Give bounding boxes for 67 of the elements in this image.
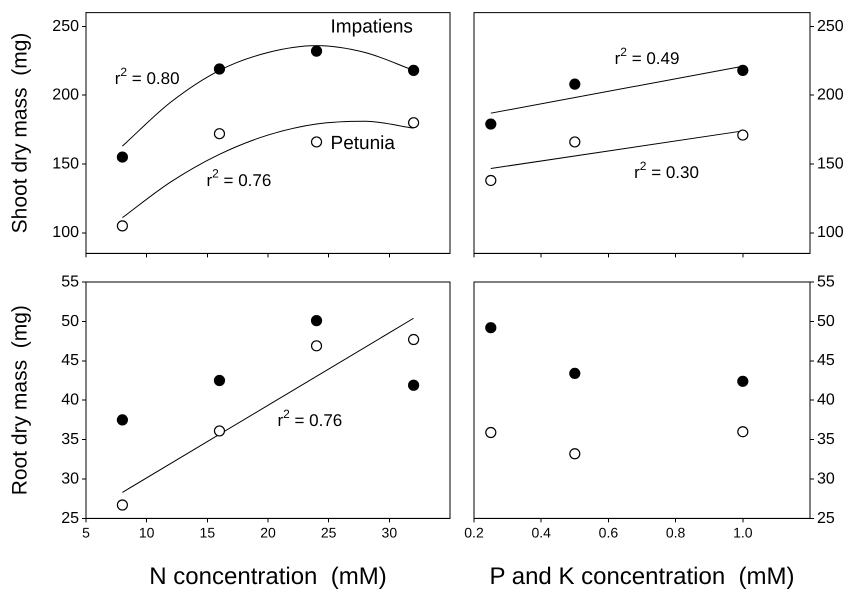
y-axis-title: Shoot dry mass (mg)	[8, 32, 32, 234]
point	[214, 425, 226, 437]
x-tick-label: 5	[82, 524, 90, 541]
y-tick-label: 45	[61, 352, 80, 370]
y-tick-label: 25	[817, 510, 835, 527]
point	[214, 63, 226, 75]
x-tick-label: 15	[200, 524, 216, 541]
point	[408, 380, 420, 391]
y-tick-label: 150	[817, 155, 844, 172]
y-tick-label: 200	[817, 86, 844, 104]
y-tick-label: 50	[817, 312, 835, 330]
x-tick-label: 0.4	[531, 524, 552, 541]
x-tick-label: 30	[382, 524, 398, 541]
y-tick-label: 30	[61, 470, 80, 488]
y-tick-label: 150	[52, 155, 80, 172]
point	[485, 322, 496, 334]
point	[310, 315, 322, 326]
x-tick-label: 0.2	[464, 524, 484, 541]
y-tick-label: 40	[61, 392, 80, 409]
point	[214, 128, 226, 140]
point	[116, 414, 128, 426]
point	[569, 78, 580, 90]
x-axis-title: P and K concentration (mM)	[489, 563, 795, 590]
point	[569, 448, 580, 460]
point	[737, 129, 748, 141]
point	[485, 118, 496, 130]
point	[116, 499, 128, 511]
x-tick-label: 0.6	[598, 524, 618, 541]
point	[214, 374, 226, 386]
x-tick-label: 0.8	[666, 524, 686, 541]
x-tick-label: 10	[138, 524, 155, 541]
x-tick-label: 1.0	[733, 524, 753, 541]
y-tick-label: 30	[817, 470, 835, 488]
y-tick-label: 25	[61, 510, 80, 527]
y-axis-title: Root dry mass (mg)	[8, 305, 32, 496]
point	[737, 376, 748, 387]
y-tick-label: 50	[61, 312, 80, 330]
x-tick-label: 20	[260, 524, 276, 541]
y-tick-label: 40	[817, 392, 835, 409]
point	[569, 136, 580, 148]
y-tick-label: 55	[61, 273, 80, 290]
series-label: Petunia	[330, 133, 396, 154]
point	[116, 220, 128, 232]
point	[485, 426, 496, 438]
point	[310, 340, 322, 352]
point	[737, 426, 748, 438]
point	[116, 151, 128, 163]
x-tick-label: 25	[320, 524, 337, 541]
point	[310, 46, 322, 57]
point	[408, 334, 420, 346]
point	[485, 174, 496, 186]
y-tick-label: 200	[52, 86, 80, 104]
y-tick-label: 55	[817, 273, 835, 290]
y-tick-label: 35	[817, 431, 835, 448]
point	[737, 64, 748, 76]
point	[310, 136, 322, 148]
series-label: Impatiens	[330, 16, 413, 38]
y-tick-label: 100	[817, 224, 844, 242]
y-tick-label: 250	[817, 18, 844, 35]
y-tick-label: 100	[52, 224, 80, 242]
y-tick-label: 250	[52, 18, 80, 35]
point	[408, 117, 420, 128]
point	[569, 368, 580, 380]
y-tick-label: 35	[61, 431, 80, 448]
x-axis-title: N concentration (mM)	[149, 563, 387, 590]
y-tick-label: 45	[817, 352, 835, 370]
point	[408, 64, 420, 76]
